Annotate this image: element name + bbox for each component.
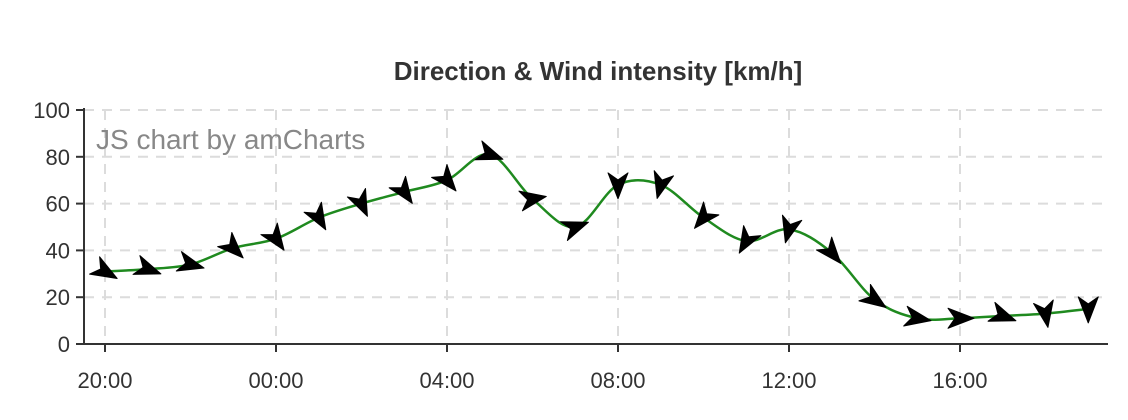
arrow-icon bbox=[175, 251, 205, 272]
x-tick-label: 08:00 bbox=[590, 368, 645, 393]
arrow-icon bbox=[781, 214, 803, 244]
arrow-icon bbox=[815, 236, 842, 264]
wind-arrow-marker[interactable] bbox=[731, 225, 762, 259]
arrow-icon bbox=[431, 164, 457, 192]
wind-arrow-marker[interactable] bbox=[89, 256, 123, 287]
y-tick-label: 20 bbox=[46, 285, 70, 310]
wind-arrow-marker[interactable] bbox=[217, 232, 251, 266]
arrow-icon bbox=[217, 232, 244, 259]
wind-arrow-marker[interactable] bbox=[776, 214, 803, 245]
arrow-icon bbox=[858, 283, 887, 309]
y-tick-label: 100 bbox=[33, 98, 70, 123]
arrow-icon bbox=[653, 170, 675, 199]
arrow-icon bbox=[987, 301, 1017, 322]
arrow-icon bbox=[607, 172, 629, 200]
x-tick-label: 04:00 bbox=[419, 368, 474, 393]
direction-markers bbox=[89, 140, 1099, 330]
wind-arrow-marker[interactable] bbox=[474, 140, 506, 169]
y-tick-label: 60 bbox=[46, 192, 70, 217]
arrow-icon bbox=[303, 201, 327, 231]
x-tick-label: 20:00 bbox=[77, 368, 132, 393]
arrow-icon bbox=[1077, 296, 1099, 324]
wind-arrow-marker[interactable] bbox=[518, 187, 548, 212]
x-tick-label: 16:00 bbox=[932, 368, 987, 393]
wind-arrow-marker[interactable] bbox=[260, 222, 292, 256]
arrow-icon bbox=[903, 305, 932, 327]
y-tick-label: 0 bbox=[58, 332, 70, 357]
grid bbox=[84, 109, 1108, 344]
wind-arrow-marker[interactable] bbox=[947, 307, 975, 329]
wind-arrow-marker[interactable] bbox=[1033, 299, 1058, 329]
arrow-icon bbox=[260, 222, 285, 251]
wind-arrow-marker[interactable] bbox=[687, 201, 720, 235]
arrow-icon bbox=[947, 307, 975, 329]
y-tick-label: 80 bbox=[46, 145, 70, 170]
wind-arrow-marker[interactable] bbox=[858, 283, 892, 315]
arrow-icon bbox=[474, 140, 504, 161]
arrow-icon bbox=[89, 256, 118, 279]
wind-arrow-marker[interactable] bbox=[815, 236, 848, 270]
wind-arrow-marker[interactable] bbox=[560, 213, 592, 242]
wind-arrow-marker[interactable] bbox=[346, 187, 376, 220]
wind-arrow-marker[interactable] bbox=[303, 201, 334, 235]
arrow-icon bbox=[346, 187, 368, 217]
wind-arrow-marker[interactable] bbox=[175, 251, 206, 278]
x-axis: 20:00 00:00 04:00 08:00 12:00 16:00 bbox=[77, 343, 1108, 393]
wind-arrow-marker[interactable] bbox=[647, 170, 675, 201]
series-line bbox=[104, 153, 1089, 321]
y-axis: 0 20 40 60 80 100 bbox=[33, 98, 85, 357]
wind-arrow-marker[interactable] bbox=[431, 164, 464, 198]
wind-arrow-marker[interactable] bbox=[903, 305, 933, 330]
arrow-icon bbox=[1033, 299, 1054, 328]
y-tick-label: 40 bbox=[46, 238, 70, 263]
wind-arrow-marker[interactable] bbox=[607, 172, 629, 200]
x-tick-label: 12:00 bbox=[761, 368, 816, 393]
arrow-icon bbox=[132, 255, 162, 275]
wind-arrow-marker[interactable] bbox=[987, 301, 1019, 330]
amcharts-watermark[interactable]: JS chart by amCharts bbox=[96, 124, 365, 155]
arrow-icon bbox=[388, 175, 413, 204]
arrow-icon bbox=[560, 221, 589, 242]
arrow-icon bbox=[694, 201, 720, 229]
wind-arrow-marker[interactable] bbox=[388, 175, 420, 209]
wind-arrow-marker[interactable] bbox=[132, 255, 164, 284]
wind-arrow-marker[interactable] bbox=[1077, 296, 1099, 324]
x-tick-label: 00:00 bbox=[248, 368, 303, 393]
arrow-icon bbox=[738, 225, 762, 254]
chart-title: Direction & Wind intensity [km/h] bbox=[394, 56, 803, 86]
arrow-icon bbox=[518, 190, 547, 212]
